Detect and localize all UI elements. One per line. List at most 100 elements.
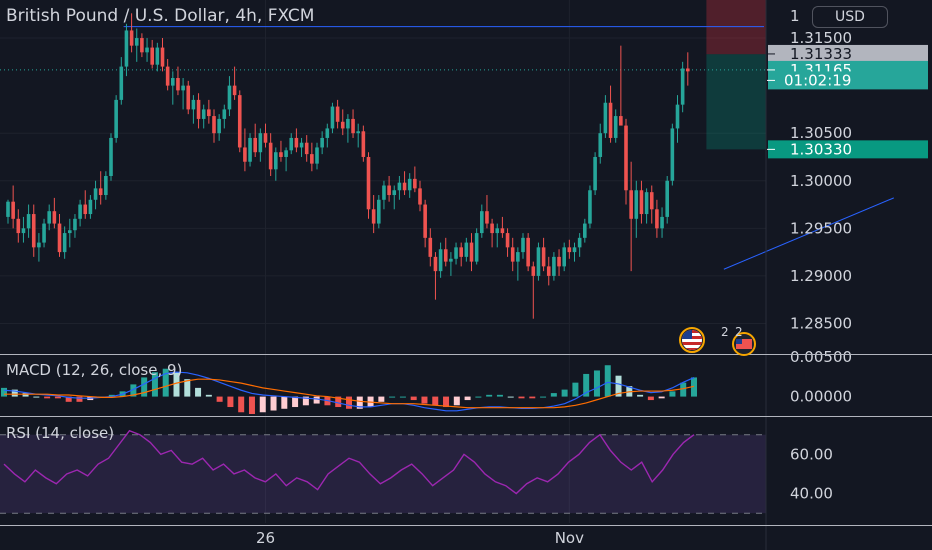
candle-body-26 — [140, 38, 144, 53]
macd-hist-bar-54 — [583, 373, 590, 397]
candle-body-132 — [686, 68, 690, 72]
candle-body-114 — [593, 156, 597, 191]
candle-body-111 — [577, 237, 582, 248]
candle-body-113 — [588, 190, 592, 224]
macd-line — [3, 371, 695, 412]
macd-hist-bar-24 — [259, 396, 266, 413]
event-count-1: 2 — [721, 327, 729, 339]
candle-body-38 — [201, 109, 206, 119]
candle-body-102 — [531, 266, 536, 276]
calendar-event-icon[interactable] — [732, 332, 756, 356]
candle-body-32 — [171, 78, 175, 86]
candle-body-7 — [42, 223, 46, 243]
macd-hist-bar-13 — [141, 377, 148, 397]
candle-body-10 — [57, 223, 62, 253]
candle-body-62 — [325, 128, 330, 138]
candle-body-93 — [485, 211, 489, 224]
candle-body-74 — [387, 185, 391, 196]
macd-hist-bar-29 — [313, 396, 320, 404]
event-markers[interactable]: 2 2 — [664, 327, 764, 357]
macd-hist-bar-23 — [248, 396, 255, 414]
macd-hist-bar-50 — [540, 396, 547, 398]
candle-body-131 — [680, 68, 685, 105]
macd-label[interactable]: MACD (12, 26, close, 9) — [6, 361, 183, 379]
macd-hist-bar-40 — [432, 396, 439, 406]
time-tick-0: 26 — [256, 529, 275, 547]
candle-body-60 — [315, 147, 319, 164]
candle-body-46 — [243, 147, 247, 162]
candle-body-105 — [546, 266, 551, 276]
macd-hist-bar-44 — [475, 396, 482, 398]
candle-body-65 — [340, 121, 345, 129]
candle-body-70 — [366, 156, 371, 210]
time-axis[interactable]: 26 Nov — [256, 529, 584, 547]
macd-tick-0: 0.00500 — [790, 348, 852, 366]
candle-body-78 — [407, 178, 412, 191]
candle-body-5 — [31, 214, 36, 248]
candle-body-77 — [402, 182, 407, 191]
candle-body-89 — [464, 242, 469, 257]
macd-hist-bar-60 — [647, 396, 654, 401]
candle-body-3 — [21, 228, 26, 234]
candle-body-61 — [320, 137, 324, 148]
candle-body-82 — [428, 237, 433, 257]
time-tick-1: Nov — [555, 529, 584, 547]
macd-hist-bar-62 — [669, 391, 676, 397]
chart-title: British Pound / U.S. Dollar, 4h, FXCM — [6, 6, 315, 26]
candle-body-98 — [510, 247, 515, 262]
candle-body-48 — [253, 137, 257, 153]
candle-body-121 — [629, 190, 633, 219]
macd-hist-bar-49 — [529, 396, 536, 399]
candle-body-63 — [330, 106, 335, 129]
candle-body-27 — [145, 47, 149, 53]
currency-button[interactable]: USD — [812, 6, 888, 28]
candle-body-129 — [670, 128, 675, 181]
candle-body-14 — [78, 204, 82, 219]
macd-hist-bar-45 — [486, 394, 493, 397]
rsi-pane — [0, 429, 766, 514]
support-trendline — [723, 197, 894, 270]
candle-body-117 — [608, 102, 613, 138]
macd-hist-bar-17 — [184, 379, 191, 397]
candle-body-13 — [73, 218, 77, 231]
candle-body-8 — [47, 211, 51, 224]
candle-body-86 — [449, 258, 453, 262]
candle-body-126 — [655, 209, 659, 229]
macd-hist-bar-27 — [292, 396, 299, 408]
candle-body-97 — [505, 233, 510, 248]
price-label-0: 1.31333 — [790, 45, 852, 63]
macd-hist-bar-31 — [335, 396, 342, 408]
drawing-lines[interactable] — [0, 26, 894, 270]
candle-body-109 — [567, 247, 572, 253]
price-label-3: 1.30330 — [790, 140, 852, 158]
price-axis[interactable]: 1.31500 1.30500 1.30000 1.29500 1.29000 1.285… — [765, 0, 928, 550]
candle-body-43 — [227, 85, 232, 110]
candle-body-84 — [438, 249, 443, 272]
candle-body-83 — [433, 256, 438, 272]
candle-body-73 — [382, 185, 386, 200]
candle-body-19 — [104, 176, 108, 196]
candle-body-25 — [134, 38, 139, 46]
us-flag-icon[interactable] — [679, 327, 705, 353]
pane-separators[interactable] — [0, 354, 932, 526]
price-tick-0: 1.31500 — [790, 29, 852, 47]
position-box[interactable] — [706, 0, 766, 150]
candle-body-124 — [644, 192, 649, 215]
candle-body-45 — [237, 95, 242, 148]
candle-body-90 — [469, 242, 474, 262]
macd-hist-bar-15 — [162, 368, 169, 397]
macd-hist-bar-38 — [410, 396, 417, 401]
macd-signal-line — [4, 378, 695, 409]
macd-hist-bar-18 — [195, 387, 202, 397]
macd-tick-1: 0.00000 — [790, 388, 852, 406]
candle-body-130 — [675, 104, 680, 129]
candle-body-12 — [68, 230, 72, 234]
macd-hist-bar-10 — [108, 394, 115, 397]
macd-hist-bar-48 — [518, 396, 525, 399]
rsi-label[interactable]: RSI (14, close) — [6, 424, 115, 442]
macd-hist-bar-21 — [227, 396, 234, 408]
price-tick-3: 1.29500 — [790, 219, 852, 237]
macd-hist-bar-1 — [11, 389, 18, 397]
